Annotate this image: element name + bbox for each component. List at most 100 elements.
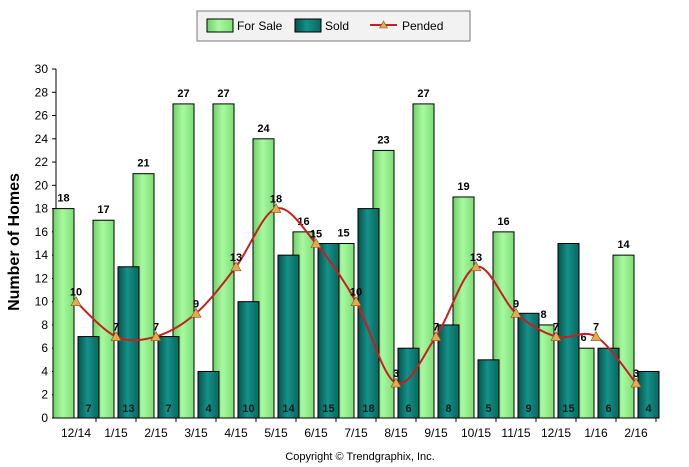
pended-marker <box>350 296 362 306</box>
data-label-sold: 7 <box>165 403 171 415</box>
data-label-pended: 9 <box>513 298 519 310</box>
y-tick-label: 20 <box>35 178 49 192</box>
data-label-sold: 15 <box>562 403 574 415</box>
y-tick-label: 2 <box>41 388 48 402</box>
data-label-sold: 4 <box>645 403 652 415</box>
y-tick-label: 26 <box>35 109 49 123</box>
bars-for-sale <box>52 103 635 419</box>
data-label-sold: 13 <box>122 403 134 415</box>
x-tick-label: 3/15 <box>184 426 208 440</box>
x-tick-label: 6/15 <box>304 426 328 440</box>
data-label-for-sale: 27 <box>217 88 229 100</box>
bar-sold <box>77 336 100 419</box>
y-tick-label: 0 <box>41 411 48 425</box>
legend-frame <box>196 10 471 42</box>
data-label-sold: 7 <box>85 403 91 415</box>
bar-sold <box>277 254 300 419</box>
data-label-pended: 7 <box>593 322 599 334</box>
data-label-for-sale: 19 <box>457 181 469 193</box>
data-label-sold: 8 <box>445 403 451 415</box>
pended-marker <box>390 377 402 388</box>
x-tick-label: 12/14 <box>61 426 91 440</box>
x-ticks: 12/14 1/15 2/15 3/15 4/15 5/15 6/15 7/15 8/15 9/1… <box>61 418 657 440</box>
y-tick-label: 6 <box>41 341 48 355</box>
legend-label-pended: Pended <box>402 19 443 33</box>
y-tick-label: 18 <box>35 202 49 216</box>
data-label-for-sale: 16 <box>497 216 509 228</box>
data-label-sold: 15 <box>322 403 334 415</box>
x-tick-label: 12/15 <box>541 426 571 440</box>
bar-sold <box>157 336 180 419</box>
data-label-for-sale: 23 <box>377 134 389 146</box>
pended-marker <box>310 237 322 248</box>
y-tick-label: 22 <box>35 155 49 169</box>
data-label-pended: 7 <box>553 322 559 334</box>
y-tick-label: 8 <box>41 318 48 332</box>
x-tick-label: 1/16 <box>584 426 608 440</box>
data-label-sold: 6 <box>605 403 611 415</box>
legend-marker-pended <box>378 20 389 29</box>
bar-for-sale <box>212 103 235 419</box>
data-label-pended: 7 <box>433 322 439 334</box>
x-tick-label: 10/15 <box>461 426 491 440</box>
data-label-for-sale: 15 <box>337 228 349 240</box>
pended-marker <box>270 202 282 213</box>
legend-label-for-sale: For Sale <box>237 19 283 33</box>
data-label-for-sale: 17 <box>97 204 109 216</box>
pended-marker <box>110 330 122 341</box>
pended-marker <box>630 377 642 388</box>
pended-marker <box>510 307 522 318</box>
data-label-pended: 13 <box>470 252 482 264</box>
bar-for-sale <box>412 103 435 419</box>
data-label-pended: 15 <box>310 229 322 241</box>
data-label-pended: 7 <box>113 322 119 334</box>
data-label-pended: 9 <box>193 298 199 310</box>
legend-label-sold: Sold <box>325 19 349 33</box>
y-tick-label: 4 <box>41 364 48 378</box>
x-tick-label: 8/15 <box>384 426 408 440</box>
y-tick-label: 12 <box>35 271 49 285</box>
y-tick-label: 30 <box>35 62 49 76</box>
legend-swatch-for-sale <box>206 18 234 33</box>
pended-line <box>75 207 637 385</box>
legend-swatch-sold <box>294 18 322 33</box>
bar-sold <box>237 301 260 419</box>
pended-marker <box>470 261 482 272</box>
data-label-pended: 10 <box>350 287 362 299</box>
data-label-sold: 4 <box>205 403 212 415</box>
data-label-for-sale: 24 <box>257 123 270 135</box>
data-label-pended: 7 <box>153 322 159 334</box>
data-label-sold: 10 <box>242 403 254 415</box>
bars-sold <box>77 208 660 419</box>
data-label-sold: 18 <box>362 403 374 415</box>
data-label-for-sale: 21 <box>137 158 149 170</box>
x-tick-label: 7/15 <box>344 426 368 440</box>
data-label-for-sale: 14 <box>617 239 630 251</box>
x-tick-label: 2/16 <box>624 426 648 440</box>
y-tick-label: 10 <box>35 295 49 309</box>
x-tick-label: 2/15 <box>144 426 168 440</box>
data-label-sold: 6 <box>405 403 411 415</box>
y-tick-label: 16 <box>35 225 49 239</box>
bar-sold <box>477 359 500 419</box>
data-label-sold: 14 <box>282 403 295 415</box>
y-tick-label: 14 <box>35 248 49 262</box>
pended-marker <box>70 296 82 306</box>
bar-sold <box>637 370 660 419</box>
data-label-sold: 9 <box>525 403 531 415</box>
bar-sold <box>197 370 220 419</box>
pended-marker <box>150 330 162 341</box>
x-tick-label: 4/15 <box>224 426 248 440</box>
pended-marker <box>430 330 442 341</box>
bar-sold <box>517 312 540 419</box>
y-tick-label: 24 <box>35 132 49 146</box>
x-tick-label: 9/15 <box>424 426 448 440</box>
x-tick-label: 11/15 <box>501 426 530 440</box>
pended-marker <box>590 330 602 341</box>
y-tick-label: 28 <box>35 85 49 99</box>
labels-sold: 7 13 7 4 10 14 15 18 6 8 5 9 15 6 4 <box>85 403 652 415</box>
bar-for-sale <box>52 208 75 419</box>
legend: For Sale Sold Pended <box>196 10 471 42</box>
